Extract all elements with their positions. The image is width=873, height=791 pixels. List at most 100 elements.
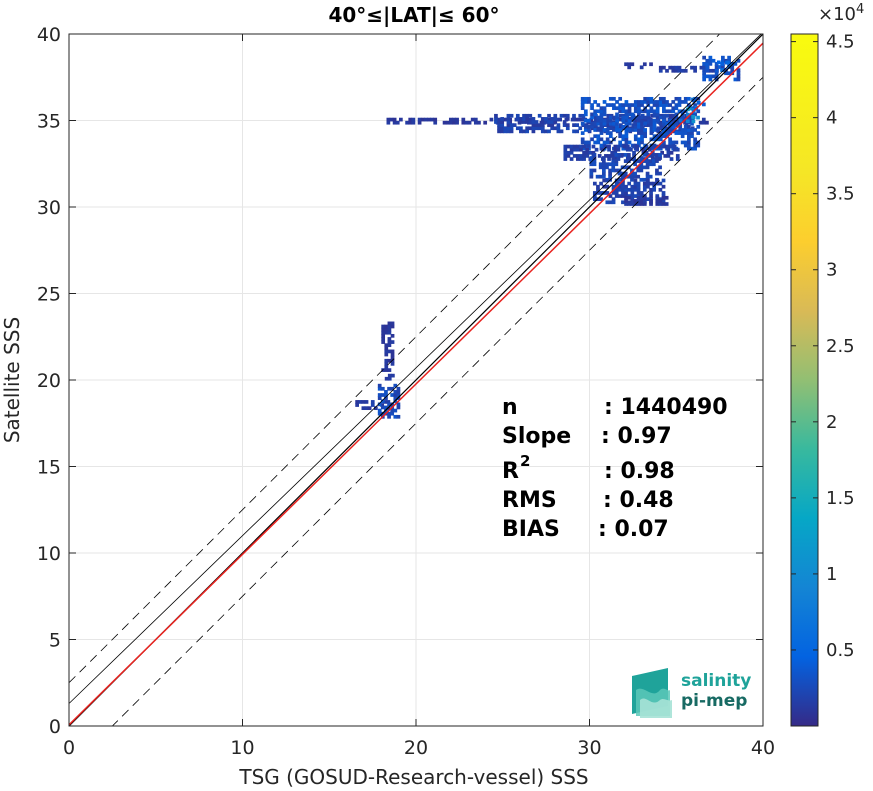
density-bin xyxy=(582,150,586,155)
density-bin xyxy=(701,117,706,122)
density-bin xyxy=(652,124,657,129)
density-bin xyxy=(730,68,735,72)
density-bin xyxy=(658,115,663,120)
density-bin xyxy=(613,144,618,149)
density-bin xyxy=(608,121,613,126)
density-bin xyxy=(655,195,660,200)
density-bin xyxy=(683,140,688,145)
density-bin xyxy=(672,144,677,149)
density-bin xyxy=(408,120,413,125)
density-bin xyxy=(724,71,728,76)
density-bin xyxy=(580,131,585,135)
density-bin xyxy=(540,117,545,121)
density-bin xyxy=(714,74,719,79)
density-bin xyxy=(621,106,626,111)
density-bin xyxy=(599,197,603,202)
density-bin xyxy=(674,131,679,135)
density-bin xyxy=(387,411,391,416)
density-bin xyxy=(736,58,741,63)
density-bin xyxy=(655,153,659,157)
density-bin xyxy=(655,168,659,173)
density-bin xyxy=(604,154,608,158)
density-bin xyxy=(442,120,447,125)
density-bin xyxy=(411,120,416,125)
density-bin xyxy=(658,100,663,104)
density-bin xyxy=(683,131,688,135)
density-bin xyxy=(643,96,648,101)
density-bin xyxy=(630,199,635,203)
density-bin xyxy=(589,162,594,167)
density-bin xyxy=(651,162,656,167)
density-bin xyxy=(393,383,398,388)
density-bin xyxy=(624,62,628,67)
density-bin xyxy=(655,171,659,176)
density-bin xyxy=(615,128,619,132)
density-bin xyxy=(627,121,632,126)
density-bin xyxy=(632,144,636,149)
density-bin xyxy=(531,117,536,121)
density-bin xyxy=(593,128,598,132)
density-bin xyxy=(575,157,580,161)
density-bin xyxy=(531,120,536,124)
density-bin xyxy=(398,117,403,122)
density-bin xyxy=(470,117,475,122)
density-bin xyxy=(580,96,585,101)
density-bin xyxy=(540,129,545,134)
density-bin xyxy=(680,68,685,73)
density-bin xyxy=(608,200,613,205)
density-bin xyxy=(621,115,626,120)
density-bin xyxy=(652,100,657,104)
density-bin xyxy=(550,123,555,127)
density-bin xyxy=(608,131,613,135)
density-bin xyxy=(639,162,644,167)
density-bin xyxy=(717,65,722,69)
density-bin xyxy=(644,150,649,155)
density-bin xyxy=(702,77,706,82)
density-bin xyxy=(627,103,632,107)
density-bin xyxy=(640,100,644,104)
density-bin xyxy=(652,187,657,192)
density-bin xyxy=(608,194,613,198)
density-bin xyxy=(377,386,382,391)
density-bin xyxy=(643,109,648,114)
density-bin xyxy=(636,199,641,203)
density-bin xyxy=(500,129,505,134)
density-bin xyxy=(601,162,606,167)
density-bin xyxy=(464,120,469,125)
density-bin xyxy=(736,74,741,79)
density-bin xyxy=(655,199,660,203)
density-bin xyxy=(605,137,610,142)
density-bin xyxy=(445,120,450,125)
density-bin xyxy=(390,321,395,326)
density-bin xyxy=(633,187,638,192)
density-bin xyxy=(625,144,630,149)
density-bin xyxy=(639,177,644,182)
density-bin xyxy=(579,157,583,161)
density-bin xyxy=(599,106,604,111)
density-bin xyxy=(387,349,392,354)
density-bin xyxy=(690,131,694,135)
density-bin xyxy=(621,184,625,189)
density-bin xyxy=(417,117,422,122)
density-bin xyxy=(355,403,359,407)
density-bin xyxy=(666,147,671,152)
density-bin xyxy=(668,131,672,135)
density-bin xyxy=(565,126,570,131)
density-bin xyxy=(621,137,626,142)
density-bin xyxy=(643,115,648,120)
density-bin xyxy=(384,358,389,363)
stats-rms-label: RMS xyxy=(502,488,557,513)
density-bin xyxy=(390,358,395,363)
density-bin xyxy=(637,118,641,123)
density-bin xyxy=(665,103,669,107)
density-bin xyxy=(617,184,622,189)
density-bin xyxy=(652,112,657,117)
density-bin xyxy=(430,117,434,122)
density-bin xyxy=(596,109,601,114)
density-bin xyxy=(601,174,606,179)
density-bin xyxy=(380,403,384,407)
density-bin xyxy=(668,113,673,118)
density-bin xyxy=(387,368,392,372)
density-bin xyxy=(417,120,422,125)
density-bin xyxy=(612,103,616,107)
